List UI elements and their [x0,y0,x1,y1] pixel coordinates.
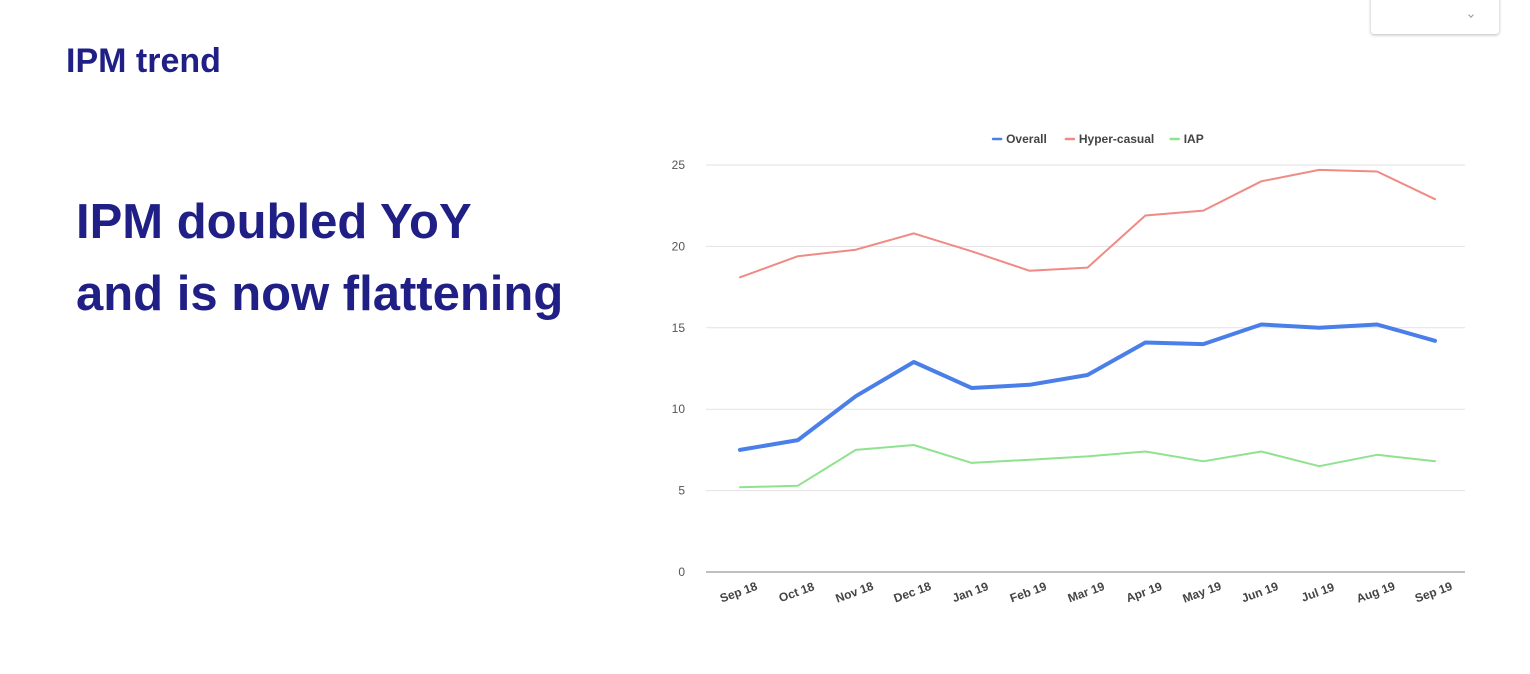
x-tick-label: Jun 19 [1240,579,1281,605]
y-tick-label: 20 [672,239,686,253]
x-tick-label: Mar 19 [1066,579,1107,605]
headline-line-2: and is now flattening [76,267,564,321]
y-tick-label: 10 [672,402,686,416]
x-tick-label: Oct 18 [777,579,817,605]
legend-label-iap: IAP [1184,132,1204,146]
x-tick-label: Dec 18 [892,579,933,606]
x-tick-label: Jan 19 [950,579,990,605]
y-tick-label: 25 [672,158,686,172]
series-line-iap [739,444,1436,489]
chart-series [738,168,1437,489]
x-tick-label: May 19 [1181,579,1224,606]
x-tick-label: Aug 19 [1355,579,1398,606]
series-line-overall [738,322,1437,452]
headline: IPM doubled YoY and is now flattening [76,186,636,330]
y-tick-label: 0 [678,565,685,579]
headline-line-1: IPM doubled YoY [76,195,472,249]
y-tick-label: 15 [672,321,686,335]
slide-title: IPM trend [66,42,221,80]
x-tick-label: Apr 19 [1124,579,1164,605]
chevron-down-icon[interactable] [1468,12,1474,18]
legend-label-hyper-casual: Hyper-casual [1079,132,1154,146]
y-axis-ticks: 0 5 10 15 20 25 [672,158,686,579]
chart-legend: Overall Hyper-casual IAP [991,132,1204,146]
x-tick-label: Sep 19 [1413,579,1454,605]
top-right-widget[interactable] [1371,0,1499,34]
x-tick-label: Feb 19 [1008,579,1049,605]
x-tick-label: Sep 18 [718,579,759,605]
x-tick-label: Jul 19 [1299,580,1336,605]
series-line-hyper-casual [739,168,1436,279]
ipm-line-chart: Overall Hyper-casual IAP 0 5 10 15 20 25 Sep 18… [672,132,1465,606]
chart-gridlines [706,164,1465,573]
x-tick-label: Nov 18 [834,579,876,606]
y-tick-label: 5 [678,484,685,498]
legend-label-overall: Overall [1006,132,1047,146]
x-axis-ticks: Sep 18 Oct 18 Nov 18 Dec 18 Jan 19 Feb 19 Mar … [718,579,1454,606]
